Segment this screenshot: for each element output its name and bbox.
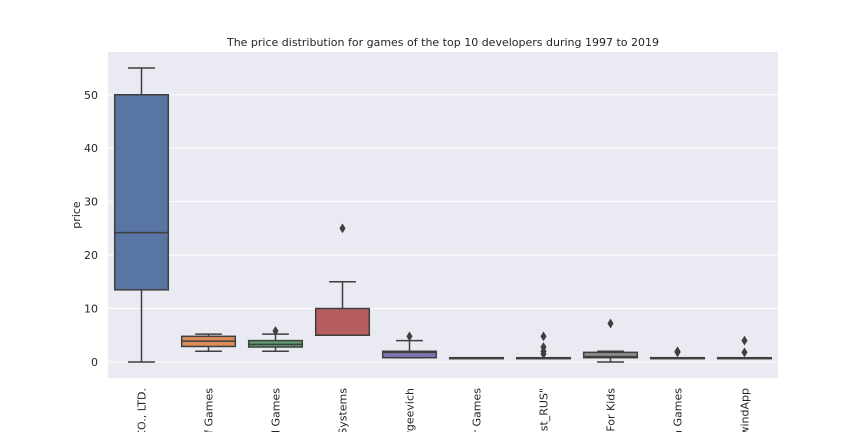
outlier-point-3: [540, 331, 547, 342]
y-tick-label-20: 20: [84, 249, 98, 262]
y-axis-ticks: 0 10 20 30 40 50: [84, 89, 98, 369]
x-tick-label-6: st_RUS": [538, 388, 551, 431]
x-tick-label-9: windApp: [739, 388, 752, 432]
box-iqr: [113, 94, 170, 291]
outlier-point-0: [272, 325, 279, 336]
y-tick-label-30: 30: [84, 196, 98, 209]
x-tick-label-5: r Games: [471, 388, 484, 432]
x-tick-label-3: Systems: [337, 388, 350, 432]
chart-title: The price distribution for games of the …: [226, 36, 659, 49]
outlier-point-0: [406, 331, 413, 342]
box-group-6: [515, 331, 572, 360]
box-group-1: [180, 333, 237, 353]
box-group-4: [381, 331, 438, 359]
box-group-3: [314, 223, 371, 336]
x-tick-label-2: d Games: [270, 388, 283, 432]
y-tick-label-40: 40: [84, 142, 98, 155]
box-group-7: [582, 318, 639, 363]
y-tick-label-50: 50: [84, 89, 98, 102]
box-series: [113, 67, 773, 363]
box-iqr: [582, 351, 639, 359]
box-group-8: [649, 346, 706, 360]
x-tick-label-7: For Kids: [605, 388, 618, 432]
box-group-2: [247, 325, 304, 353]
x-tick-label-4: ergeevich: [404, 388, 417, 432]
box-iqr: [314, 307, 371, 336]
x-axis-ticks: CO., LTD. of Games d Games Systems ergeevich…: [136, 388, 752, 436]
box-group-0: [113, 67, 170, 363]
box-iqr: [381, 350, 438, 359]
x-tick-label-8: n Games: [672, 388, 685, 432]
outlier-point-0: [607, 318, 614, 329]
x-tick-label-1: of Games: [203, 388, 216, 432]
outlier-point-0: [339, 223, 346, 234]
y-tick-label-10: 10: [84, 303, 98, 316]
y-axis-label: price: [70, 201, 83, 229]
plot-area: [108, 52, 778, 378]
x-tick-label-0: CO., LTD.: [136, 388, 149, 432]
outlier-point-0: [741, 347, 748, 358]
gridlines: [108, 94, 778, 363]
y-tick-label-0: 0: [91, 356, 98, 369]
outlier-point-2: [540, 342, 547, 352]
box-group-5: [448, 356, 505, 360]
box-group-9: [716, 335, 773, 360]
outlier-point-1: [741, 335, 748, 346]
outlier-point-1: [674, 346, 681, 357]
